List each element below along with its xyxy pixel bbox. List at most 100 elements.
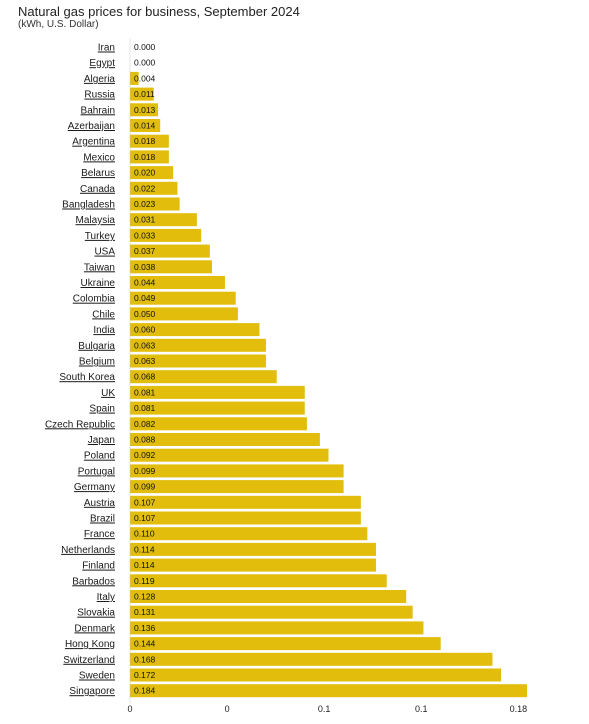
value-label-india: 0.060 (134, 325, 156, 335)
value-label-south-korea: 0.068 (134, 372, 156, 382)
value-label-uk: 0.081 (134, 387, 156, 397)
bar-netherlands (130, 542, 376, 556)
bar-barbados (130, 574, 387, 588)
category-label-italy[interactable]: Italy (97, 592, 115, 603)
category-label-colombia[interactable]: Colombia (73, 294, 116, 305)
value-label-mexico: 0.018 (134, 152, 156, 162)
category-label-finland[interactable]: Finland (82, 561, 115, 572)
x-tick-label: 0.18 (510, 704, 528, 714)
category-label-taiwan[interactable]: Taiwan (84, 262, 115, 273)
bar-singapore (130, 684, 527, 698)
category-label-singapore[interactable]: Singapore (69, 686, 115, 697)
value-label-egypt: 0.000 (134, 58, 156, 68)
category-label-egypt[interactable]: Egypt (89, 58, 115, 69)
value-label-argentina: 0.018 (134, 136, 156, 146)
category-label-japan[interactable]: Japan (88, 435, 115, 446)
category-label-hong-kong[interactable]: Hong Kong (65, 639, 115, 650)
category-label-azerbaijan[interactable]: Azerbaijan (68, 121, 115, 132)
bar-south-korea (130, 370, 277, 384)
value-label-ukraine: 0.044 (134, 278, 156, 288)
value-label-finland: 0.114 (134, 560, 155, 570)
category-label-mexico[interactable]: Mexico (83, 152, 115, 163)
bar-canada (130, 181, 178, 195)
value-label-bangladesh: 0.023 (134, 199, 156, 209)
category-label-russia[interactable]: Russia (84, 90, 115, 101)
bar-bangladesh (130, 197, 180, 211)
bar-germany (130, 480, 344, 494)
category-label-poland[interactable]: Poland (84, 451, 115, 462)
value-label-france: 0.110 (134, 529, 155, 539)
bar-czech-republic (130, 417, 307, 431)
category-label-ukraine[interactable]: Ukraine (81, 278, 116, 289)
bar-hong-kong (130, 637, 441, 651)
value-label-colombia: 0.049 (134, 293, 156, 303)
value-label-belgium: 0.063 (134, 356, 156, 366)
value-label-barbados: 0.119 (134, 576, 155, 586)
x-tick-label: 0 (225, 704, 230, 714)
bar-chile (130, 307, 238, 321)
category-label-canada[interactable]: Canada (80, 184, 115, 195)
category-label-bahrain[interactable]: Bahrain (81, 105, 115, 116)
category-label-india[interactable]: India (93, 325, 115, 336)
category-label-portugal[interactable]: Portugal (78, 466, 115, 477)
bar-brazil (130, 511, 361, 525)
category-label-belarus[interactable]: Belarus (81, 168, 115, 179)
category-label-bulgaria[interactable]: Bulgaria (78, 341, 115, 352)
category-label-spain[interactable]: Spain (89, 404, 115, 415)
value-label-germany: 0.099 (134, 482, 156, 492)
category-label-argentina[interactable]: Argentina (72, 137, 115, 148)
bar-belgium (130, 354, 266, 368)
value-label-spain: 0.081 (134, 403, 156, 413)
value-label-sweden: 0.172 (134, 670, 156, 680)
category-label-france[interactable]: France (84, 529, 116, 540)
category-label-belgium[interactable]: Belgium (79, 357, 115, 368)
bar-poland (130, 448, 329, 462)
category-label-austria[interactable]: Austria (84, 498, 116, 509)
category-label-bangladesh[interactable]: Bangladesh (62, 200, 115, 211)
chart-subtitle: (kWh, U.S. Dollar) (18, 19, 99, 30)
bar-ukraine (130, 276, 225, 289)
bar-bulgaria (130, 338, 266, 352)
category-label-switzerland[interactable]: Switzerland (63, 655, 115, 666)
category-label-chile[interactable]: Chile (92, 309, 115, 320)
bar-switzerland (130, 652, 493, 666)
category-label-turkey[interactable]: Turkey (85, 231, 115, 242)
category-label-south-korea[interactable]: South Korea (59, 372, 115, 383)
category-label-brazil[interactable]: Brazil (90, 514, 115, 525)
category-label-germany[interactable]: Germany (74, 482, 115, 493)
bar-malaysia (130, 213, 197, 227)
category-label-algeria[interactable]: Algeria (84, 74, 116, 85)
value-label-japan: 0.088 (134, 435, 156, 445)
bar-algeria (130, 71, 139, 85)
category-label-usa[interactable]: USA (94, 247, 115, 258)
bars-layer: Iran 0.000 Egypt 0.000 Algeria 0.004 Russia 0.0… (45, 42, 527, 698)
value-label-usa: 0.037 (134, 246, 156, 256)
value-label-turkey: 0.033 (134, 230, 156, 240)
value-label-denmark: 0.136 (134, 623, 156, 633)
bar-finland (130, 558, 376, 572)
category-label-malaysia[interactable]: Malaysia (76, 215, 116, 226)
category-label-denmark[interactable]: Denmark (74, 623, 116, 634)
category-label-slovakia[interactable]: Slovakia (77, 608, 115, 619)
value-label-malaysia: 0.031 (134, 215, 156, 225)
value-label-canada: 0.022 (134, 183, 156, 193)
value-label-hong-kong: 0.144 (134, 639, 156, 649)
category-label-uk[interactable]: UK (101, 388, 115, 399)
bar-uk (130, 385, 305, 399)
category-label-netherlands[interactable]: Netherlands (61, 545, 115, 556)
bar-portugal (130, 464, 344, 478)
category-label-iran[interactable]: Iran (98, 43, 115, 54)
value-label-taiwan: 0.038 (134, 262, 156, 272)
category-label-barbados[interactable]: Barbados (72, 576, 115, 587)
bar-slovakia (130, 605, 413, 619)
bar-japan (130, 433, 320, 446)
bar-colombia (130, 291, 236, 305)
bar-austria (130, 495, 361, 509)
category-label-czech-republic[interactable]: Czech Republic (45, 419, 115, 430)
category-label-sweden[interactable]: Sweden (79, 671, 115, 682)
value-label-czech-republic: 0.082 (134, 419, 156, 429)
bar-usa (130, 244, 210, 258)
value-label-switzerland: 0.168 (134, 654, 156, 664)
value-label-slovakia: 0.131 (134, 607, 156, 617)
value-label-brazil: 0.107 (134, 513, 156, 523)
